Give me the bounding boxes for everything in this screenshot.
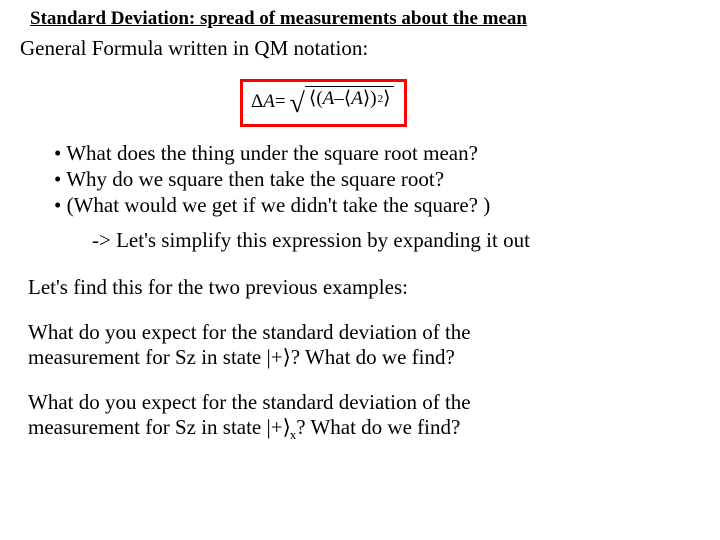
outer-ket: ⟩ bbox=[383, 87, 390, 110]
bullet-list: • What does the thing under the square r… bbox=[54, 141, 700, 218]
delta-symbol: Δ bbox=[251, 91, 263, 113]
radical-symbol: √ bbox=[290, 88, 305, 120]
ket-rangle-icon: ⟩ bbox=[283, 345, 291, 369]
formula-box: ΔA = √ ⟨ ( A – ⟨ A ⟩ ) 2 ⟩ bbox=[240, 79, 407, 127]
question-2: What do you expect for the standard devi… bbox=[28, 390, 700, 443]
var-A: A bbox=[323, 88, 335, 110]
intro-paragraph: Let's find this for the two previous exa… bbox=[28, 275, 700, 300]
formula-expression: ΔA = √ ⟨ ( A – ⟨ A ⟩ ) 2 ⟩ bbox=[251, 86, 394, 118]
rparen: ) bbox=[370, 88, 376, 110]
slide-container: Standard Deviation: spread of measuremen… bbox=[0, 0, 720, 540]
q2-line1: What do you expect for the standard devi… bbox=[28, 390, 700, 415]
sqrt-icon: √ ⟨ ( A – ⟨ A ⟩ ) 2 ⟩ bbox=[290, 86, 395, 118]
q2-text-post: ? What do we find? bbox=[296, 415, 460, 439]
bullet-3: • (What would we get if we didn't take t… bbox=[54, 193, 700, 218]
formula-region: ΔA = √ ⟨ ( A – ⟨ A ⟩ ) 2 ⟩ bbox=[240, 79, 700, 127]
var-A-inner: A bbox=[351, 88, 363, 110]
q1-text-post: ? What do we find? bbox=[291, 345, 455, 369]
radicand: ⟨ ( A – ⟨ A ⟩ ) 2 ⟩ bbox=[305, 86, 395, 112]
q2-line2: measurement for Sz in state |+⟩x? What d… bbox=[28, 415, 700, 443]
q2-text-pre: measurement for Sz in state |+ bbox=[28, 415, 283, 439]
bullet-1: • What does the thing under the square r… bbox=[54, 141, 700, 166]
var-A-lhs: A bbox=[263, 91, 275, 113]
arrow-line: -> Let's simplify this expression by exp… bbox=[92, 228, 700, 253]
slide-title: Standard Deviation: spread of measuremen… bbox=[30, 8, 700, 30]
question-1: What do you expect for the standard devi… bbox=[28, 320, 700, 370]
minus: – bbox=[334, 88, 344, 110]
outer-bra: ⟨ bbox=[309, 87, 316, 110]
q1-line1: What do you expect for the standard devi… bbox=[28, 320, 700, 345]
inner-ket: ⟩ bbox=[363, 87, 370, 110]
q1-line2: measurement for Sz in state |+⟩? What do… bbox=[28, 345, 700, 370]
slide-subtitle: General Formula written in QM notation: bbox=[20, 36, 700, 61]
q1-text-pre: measurement for Sz in state |+ bbox=[28, 345, 283, 369]
equals: = bbox=[275, 91, 286, 113]
bullet-2: • Why do we square then take the square … bbox=[54, 167, 700, 192]
